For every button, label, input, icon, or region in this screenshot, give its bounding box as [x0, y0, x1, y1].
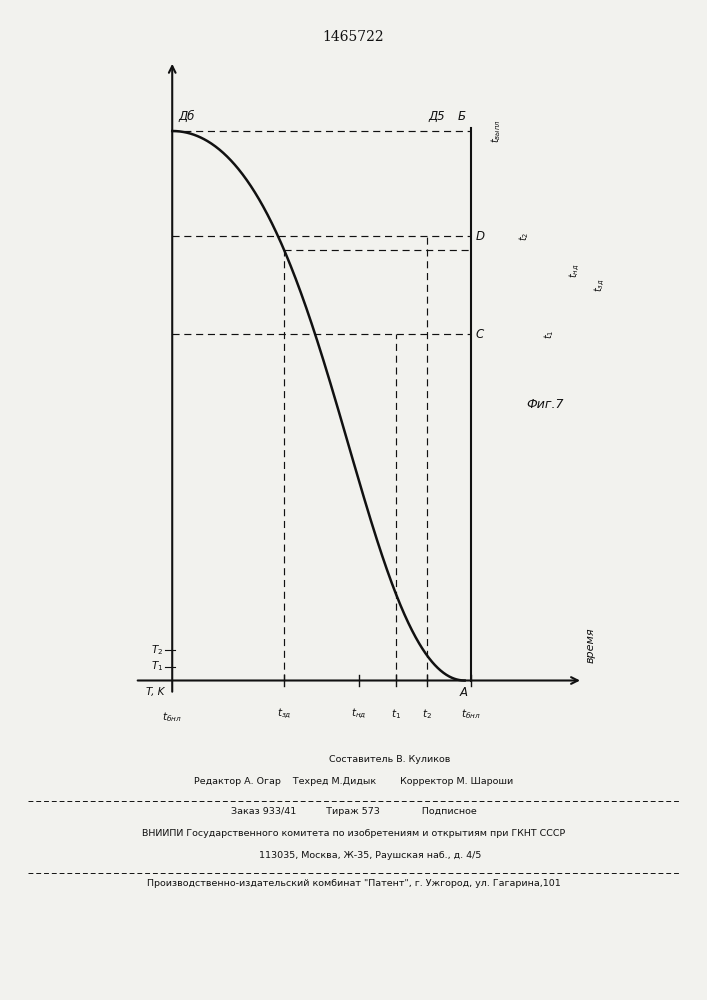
- Text: $t_{нд}$: $t_{нд}$: [567, 264, 582, 278]
- Text: Составитель В. Куликов: Составитель В. Куликов: [257, 755, 450, 764]
- Text: $T_2$: $T_2$: [151, 644, 163, 657]
- Text: Фиг.7: Фиг.7: [527, 397, 564, 410]
- Text: Заказ 933/41          Тираж 573              Подписное: Заказ 933/41 Тираж 573 Подписное: [230, 807, 477, 816]
- Text: $t_{зд}$: $t_{зд}$: [277, 707, 291, 721]
- Text: 113035, Москва, Ж-35, Раушская наб., д. 4/5: 113035, Москва, Ж-35, Раушская наб., д. …: [226, 851, 481, 860]
- Text: Д5: Д5: [428, 110, 445, 123]
- Text: Б: Б: [457, 110, 465, 123]
- Text: $t_2$: $t_2$: [422, 707, 432, 721]
- Text: время: время: [586, 628, 596, 663]
- Text: T, K: T, K: [146, 688, 165, 698]
- Text: $t_{выпл}$: $t_{выпл}$: [489, 119, 503, 143]
- Text: $t_{зд}$: $t_{зд}$: [592, 278, 607, 292]
- Text: A: A: [460, 686, 467, 699]
- Text: $t_2$: $t_2$: [518, 231, 532, 241]
- Text: $T_1$: $T_1$: [151, 660, 163, 673]
- Text: $t_1$: $t_1$: [542, 329, 556, 339]
- Text: Редактор А. Огар    Техред М.Дидык        Корректор М. Шароши: Редактор А. Огар Техред М.Дидык Корректо…: [194, 777, 513, 786]
- Text: $t_{бнл}$: $t_{бнл}$: [461, 707, 481, 721]
- Text: $t_{нд}$: $t_{нд}$: [351, 707, 366, 721]
- Text: Производственно-издательский комбинат "Патент", г. Ужгород, ул. Гагарина,101: Производственно-издательский комбинат "П…: [146, 879, 561, 888]
- Text: ВНИИПИ Государственного комитета по изобретениям и открытиям при ГКНТ СССР: ВНИИПИ Государственного комитета по изоб…: [142, 829, 565, 838]
- Text: Дб: Дб: [178, 110, 195, 123]
- Text: $t_1$: $t_1$: [391, 707, 402, 721]
- Text: 1465722: 1465722: [322, 30, 385, 44]
- Text: C: C: [476, 328, 484, 340]
- Text: $t_{бнл}$: $t_{бнл}$: [163, 711, 182, 724]
- Text: D: D: [476, 230, 485, 242]
